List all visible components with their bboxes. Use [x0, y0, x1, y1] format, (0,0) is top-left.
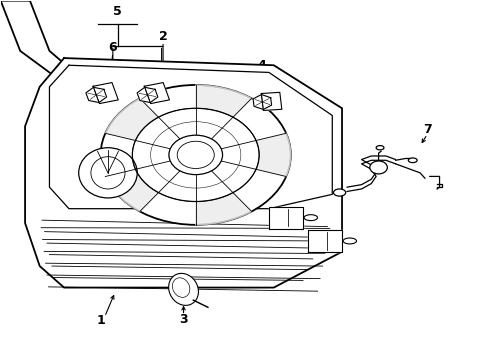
Ellipse shape [333, 189, 345, 196]
Polygon shape [25, 58, 341, 288]
Polygon shape [307, 230, 341, 252]
Polygon shape [268, 207, 302, 229]
Text: 8: 8 [276, 229, 285, 242]
Circle shape [168, 135, 222, 175]
Polygon shape [105, 169, 158, 211]
Polygon shape [195, 193, 251, 225]
Text: 2: 2 [159, 30, 167, 43]
Text: 7: 7 [422, 122, 431, 136]
Polygon shape [105, 98, 158, 140]
Polygon shape [93, 82, 118, 104]
Polygon shape [144, 82, 169, 104]
Polygon shape [261, 92, 281, 111]
Text: 5: 5 [113, 5, 122, 18]
Polygon shape [195, 85, 251, 117]
Circle shape [101, 85, 290, 225]
Polygon shape [253, 95, 271, 109]
Polygon shape [86, 87, 106, 103]
Ellipse shape [79, 148, 137, 198]
Polygon shape [137, 87, 158, 103]
Text: 1: 1 [96, 314, 105, 327]
Ellipse shape [304, 215, 317, 221]
Polygon shape [0, 1, 108, 101]
Ellipse shape [375, 145, 383, 150]
Ellipse shape [407, 158, 416, 163]
Polygon shape [256, 133, 290, 176]
Text: 6: 6 [108, 41, 117, 54]
Circle shape [177, 141, 214, 168]
Text: 4: 4 [257, 59, 265, 72]
Text: 3: 3 [179, 312, 187, 326]
Circle shape [369, 161, 386, 174]
Ellipse shape [343, 238, 356, 244]
Text: 9: 9 [314, 253, 322, 266]
Ellipse shape [168, 273, 198, 305]
